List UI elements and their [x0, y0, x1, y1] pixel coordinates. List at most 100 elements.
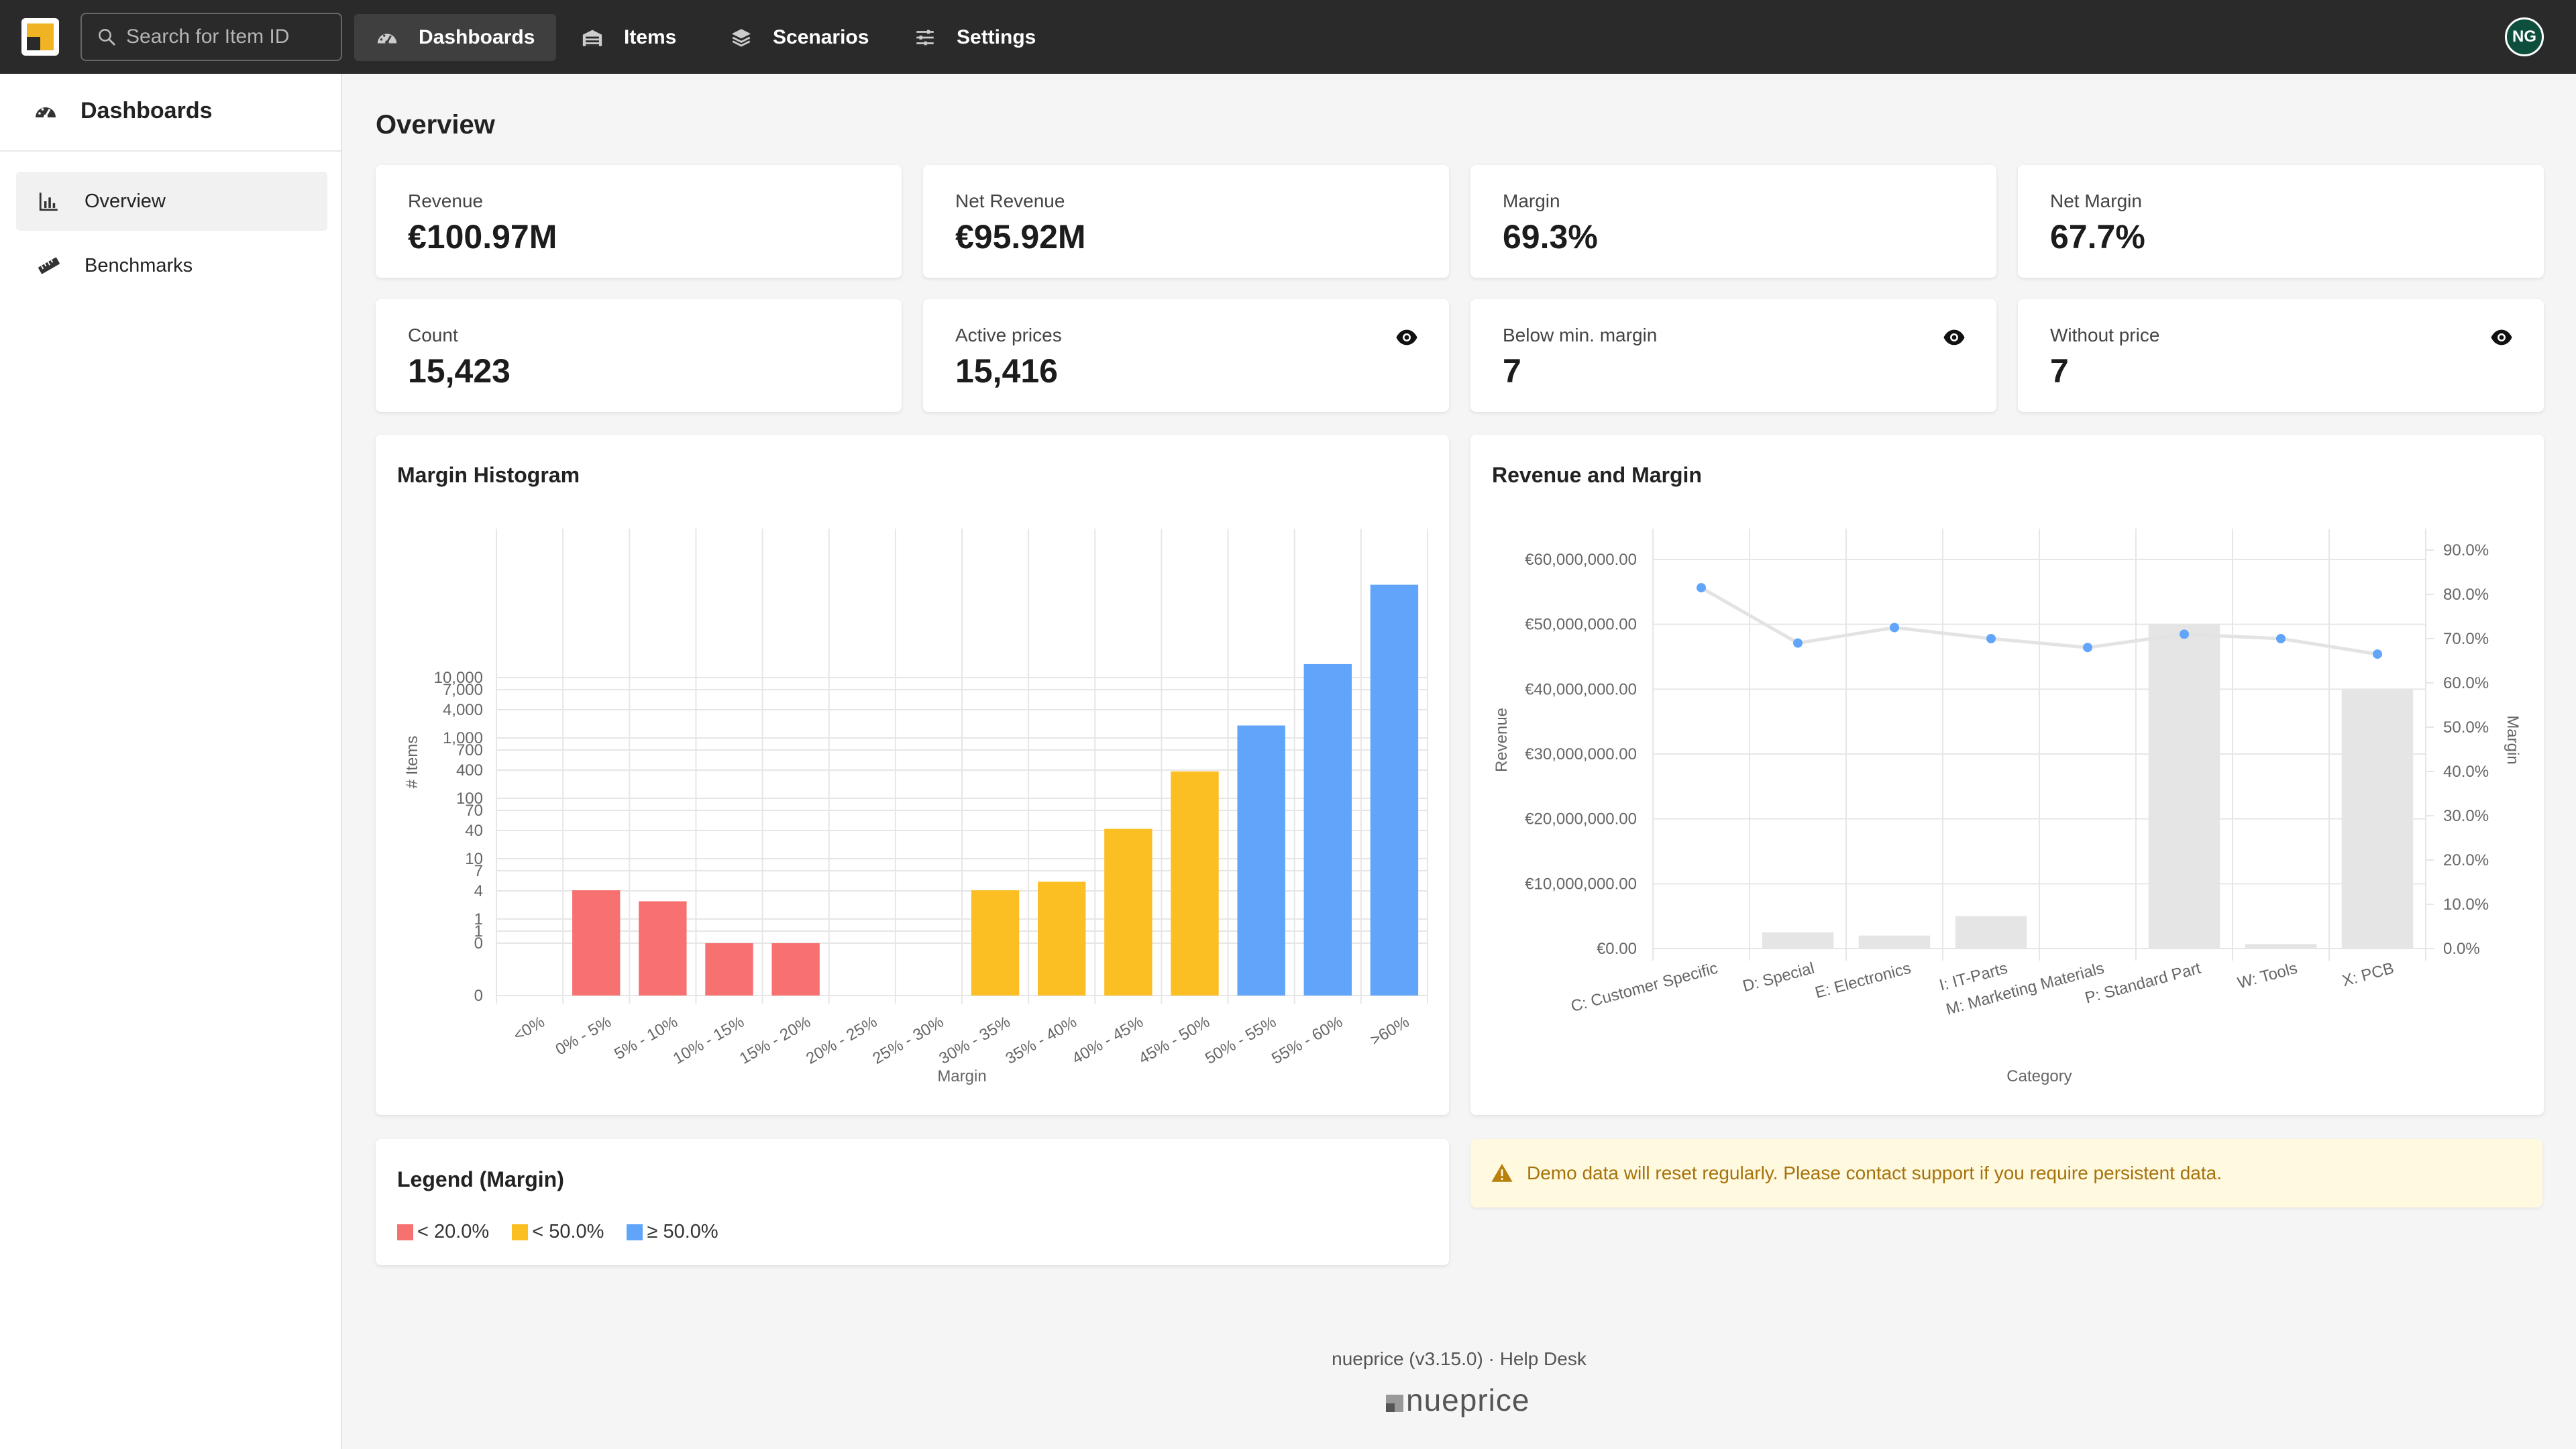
- footer-logo-text: nueprice: [1406, 1383, 1530, 1417]
- margin-histogram-card: Margin Histogram 0 0 1 1 4 7 10 40 70 100 400 700 1,…: [376, 435, 1449, 1115]
- y-tick-label: €60,000,000.00: [1525, 551, 1637, 569]
- x-tick-label: 40% - 45%: [1069, 1013, 1146, 1068]
- x-tick-label: 45% - 50%: [1136, 1013, 1213, 1068]
- legend-swatch-blue: [627, 1224, 643, 1240]
- histogram-bar: [1303, 663, 1352, 996]
- nav-settings[interactable]: Settings: [892, 14, 1057, 61]
- search-input[interactable]: [126, 25, 327, 48]
- footer-version[interactable]: nueprice (v3.15.0) · Help Desk: [1332, 1348, 1587, 1369]
- eye-icon[interactable]: [1943, 326, 1966, 349]
- kpi-value: 7: [2050, 352, 2069, 390]
- kpi-card-active-prices: Active prices 15,416: [923, 299, 1449, 412]
- y-tick-label: 700: [456, 741, 483, 759]
- x-tick-label: 25% - 30%: [869, 1013, 947, 1068]
- sidebar-item-overview[interactable]: Overview: [16, 172, 327, 231]
- kpi-label: Net Revenue: [955, 191, 1065, 211]
- histogram-bar: [1237, 725, 1285, 996]
- y2-tick-label: 40.0%: [2443, 763, 2489, 781]
- kpi-value: €100.97M: [408, 218, 557, 256]
- eye-icon[interactable]: [1395, 326, 1418, 349]
- kpi-label: Below min. margin: [1503, 325, 1658, 345]
- revenue-margin-chart: €0.00 €10,000,000.00 €20,000,000.00 €30,000…: [1493, 529, 2522, 1085]
- y-tick-label: 70: [465, 802, 483, 820]
- revenue-bar: [1955, 916, 2027, 949]
- x-tick-label: 55% - 60%: [1269, 1013, 1346, 1068]
- revenue-chart-title: Revenue and Margin: [1492, 463, 1702, 487]
- y-tick-label: 7,000: [443, 681, 483, 699]
- legend-label: < 50.0%: [532, 1221, 604, 1242]
- y2-tick-label: 60.0%: [2443, 674, 2489, 692]
- nav-dashboards[interactable]: Dashboards: [354, 14, 557, 61]
- x-tick-label: C: Customer Specific: [1569, 959, 1720, 1016]
- y-axis-label: Revenue: [1493, 708, 1511, 772]
- kpi-card-revenue: Revenue €100.97M: [376, 165, 902, 278]
- nav-scenarios[interactable]: Scenarios: [708, 14, 890, 61]
- kpi-card-without-price: Without price 7: [2018, 299, 2544, 412]
- kpi-value: 15,423: [408, 352, 511, 390]
- bar-chart-icon: [39, 193, 58, 211]
- histogram-bar: [1104, 828, 1152, 996]
- legend-label: ≥ 50.0%: [647, 1221, 718, 1242]
- x-tick-label: D: Special: [1741, 959, 1817, 996]
- sidebar-item-benchmarks[interactable]: Benchmarks: [16, 236, 327, 295]
- user-avatar[interactable]: NG: [2505, 17, 2544, 56]
- margin-line: [1700, 586, 2378, 656]
- margin-point: [1697, 583, 1706, 593]
- kpi-value: 69.3%: [1503, 218, 1598, 256]
- y-tick-label: 1,000: [443, 729, 483, 747]
- sidebar-item-label: Benchmarks: [85, 254, 193, 276]
- nav-label: Scenarios: [773, 26, 869, 48]
- revenue-bar: [1762, 932, 1834, 949]
- y-axis-label: # Items: [403, 736, 421, 789]
- x-tick-label: <0%: [511, 1013, 548, 1045]
- x-axis-label: Category: [2006, 1067, 2072, 1085]
- histogram-bar: [572, 890, 621, 996]
- x-tick-label: M: Marketing Materials: [1944, 959, 2106, 1019]
- eye-icon[interactable]: [2490, 326, 2513, 349]
- x-tick-label: >60%: [1367, 1013, 1412, 1049]
- sliders-icon: [916, 30, 934, 46]
- kpi-card-count: Count 15,423: [376, 299, 902, 412]
- margin-legend-card: Legend (Margin) < 20.0% < 50.0% ≥ 50.0%: [376, 1139, 1449, 1265]
- kpi-value: 15,416: [955, 352, 1058, 390]
- kpi-label: Active prices: [955, 325, 1062, 345]
- y-tick-label: 0: [474, 987, 483, 1005]
- nav-items[interactable]: Items: [559, 14, 698, 61]
- y-tick-label: 4,000: [443, 701, 483, 719]
- histogram-bar: [971, 890, 1020, 996]
- x-tick-label: W: Tools: [2236, 959, 2300, 993]
- y2-tick-label: 0.0%: [2443, 940, 2480, 958]
- sidebar-title-text: Dashboards: [80, 98, 213, 123]
- demo-data-notice: Demo data will reset regularly. Please c…: [1470, 1139, 2542, 1208]
- page-title: Overview: [376, 110, 495, 140]
- histogram-bar: [1038, 881, 1086, 996]
- y-tick-label: 10,000: [434, 669, 483, 687]
- revenue-margin-card: Revenue and Margin €0.00 €10,000,000.00 €2…: [1470, 435, 2544, 1115]
- app-logo[interactable]: [21, 18, 59, 56]
- dashboard-icon: [36, 107, 56, 118]
- x-tick-label: 20% - 25%: [803, 1013, 880, 1068]
- histogram-bar: [771, 943, 820, 996]
- margin-histogram-chart: 0011471040701004007001,0004,0007,00010,0…: [403, 529, 1428, 1085]
- kpi-card-margin: Margin 69.3%: [1470, 165, 1996, 278]
- margin-point: [2373, 649, 2382, 659]
- y2-tick-label: 10.0%: [2443, 896, 2489, 914]
- top-navigation-bar: Dashboards Items Scenarios Settings NG: [0, 0, 2576, 74]
- x-tick-label: 15% - 20%: [737, 1013, 814, 1068]
- x-tick-label: 50% - 55%: [1202, 1013, 1279, 1068]
- histogram-bar: [1370, 584, 1419, 996]
- x-tick-label: E: Electronics: [1813, 959, 1913, 1002]
- x-tick-label: 35% - 40%: [1003, 1013, 1080, 1068]
- legend-row: < 20.0% < 50.0% ≥ 50.0%: [397, 1221, 741, 1243]
- kpi-card-below-min-margin: Below min. margin 7: [1470, 299, 1996, 412]
- y2-tick-label: 70.0%: [2443, 630, 2489, 648]
- histogram-bar: [1171, 771, 1219, 996]
- nav-label: Settings: [957, 26, 1036, 48]
- search-box[interactable]: [80, 13, 342, 61]
- y-tick-label: 40: [465, 822, 483, 840]
- kpi-value: €95.92M: [955, 218, 1086, 256]
- margin-point: [2276, 634, 2286, 643]
- margin-point: [2180, 629, 2189, 639]
- legend-swatch-red: [397, 1224, 413, 1240]
- margin-point: [2083, 643, 2092, 653]
